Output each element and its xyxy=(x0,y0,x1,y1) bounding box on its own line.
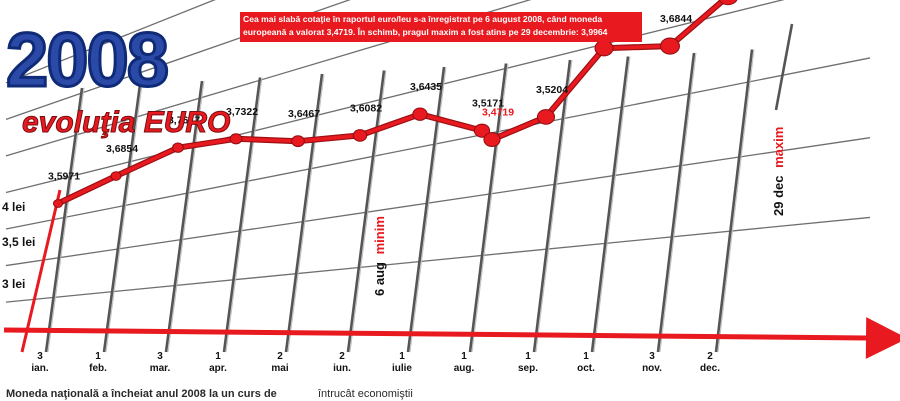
annotation-box: Cea mai slabă cotaţie în raportul euro/l… xyxy=(243,14,608,37)
grid-line-h xyxy=(5,0,216,84)
grid-post-highlight xyxy=(287,73,325,353)
data-point xyxy=(173,143,183,152)
x-tick-label: 3 mar. xyxy=(150,351,171,374)
footer-text-secondary: întrucât economiştii xyxy=(317,388,413,400)
data-point xyxy=(719,0,737,5)
grid-post-highlight xyxy=(409,66,447,353)
data-point xyxy=(230,134,242,144)
y-axis-line xyxy=(20,189,62,353)
grid-post xyxy=(164,80,204,353)
data-point xyxy=(537,110,555,124)
x-tick-label: 1 aug. xyxy=(454,351,475,374)
data-point xyxy=(661,38,679,54)
annotation-banner xyxy=(240,12,642,42)
data-point xyxy=(111,172,121,180)
grid-post xyxy=(346,70,386,353)
grid-post-highlight xyxy=(167,80,205,353)
data-label: 3,7617 xyxy=(168,115,200,127)
max-label: 29 dec maxim xyxy=(771,127,786,216)
y-tick-label: 4 lei xyxy=(2,200,25,214)
x-tick-label: 2 iun. xyxy=(333,351,351,374)
data-label: 3,5971 xyxy=(48,171,80,183)
grid-post-highlight xyxy=(717,49,755,353)
chart-subtitle: evoluţia EURO xyxy=(22,106,230,139)
grid-layer xyxy=(5,0,871,353)
data-point xyxy=(413,108,427,120)
axis-layer xyxy=(3,189,900,359)
grid-line-h xyxy=(5,216,871,303)
grid-post xyxy=(656,52,696,353)
annotation-text: Cea mai slabă cotaţie în raportul euro/l… xyxy=(243,14,608,37)
x-tick-label: 2 dec. xyxy=(700,351,720,374)
chart-title: 2008 xyxy=(6,18,167,103)
data-point xyxy=(292,136,304,147)
grid-post-highlight xyxy=(105,84,143,353)
label-layer: 4 lei 3,5 lei 3 lei 3 ian. 1 feb. 3 mar. 1 apr. 2 ma… xyxy=(2,13,720,374)
data-label: 3,7322 xyxy=(226,106,258,118)
grid-post-highlight xyxy=(593,56,631,353)
data-point xyxy=(595,40,613,56)
grid-line-h xyxy=(5,0,351,120)
grid-post-highlight xyxy=(535,59,573,353)
x-tick-label: 1 oct. xyxy=(577,351,595,374)
grid-post-highlight xyxy=(471,63,509,353)
grid-post xyxy=(714,49,754,353)
grid-post xyxy=(44,87,84,353)
grid-post xyxy=(468,63,508,353)
data-label: 3,6854 xyxy=(106,143,138,155)
grid-post xyxy=(532,59,572,353)
grid-post xyxy=(774,23,794,111)
min-label: 6 aug minim xyxy=(372,216,387,296)
grid-post xyxy=(222,77,262,353)
grid-post-highlight xyxy=(225,77,263,353)
grid-line-h xyxy=(5,0,785,194)
data-label: 3,5171 xyxy=(472,98,504,110)
grid-line-h xyxy=(5,57,871,230)
x-tick-label: 3 ian. xyxy=(31,351,48,374)
grid-post xyxy=(406,66,446,353)
x-tick-label: 1 apr. xyxy=(209,351,227,374)
grid-post xyxy=(284,73,324,353)
data-label: 3,6467 xyxy=(288,108,320,120)
data-label: 3,6844 xyxy=(660,13,692,25)
x-tick-label: 1 sep. xyxy=(518,351,538,374)
data-label: 3,6435 xyxy=(410,81,442,93)
y-tick-label: 3,5 lei xyxy=(2,235,35,249)
series-line xyxy=(57,0,727,206)
grid-post-highlight xyxy=(349,70,387,353)
grid-post xyxy=(102,84,142,353)
data-point xyxy=(54,200,62,207)
data-label: 3,4719 xyxy=(482,107,514,119)
x-tick-label: 1 iulie xyxy=(392,351,412,374)
data-label: 3,5204 xyxy=(536,84,568,96)
grid-post-highlight xyxy=(47,87,85,353)
series-layer xyxy=(53,0,738,208)
y-tick-label: 3 lei xyxy=(2,277,25,291)
grid-line-h xyxy=(5,137,871,267)
data-label: 3,6082 xyxy=(350,102,382,114)
grid-post xyxy=(590,56,630,353)
data-point xyxy=(474,124,490,137)
x-tick-label: 1 feb. xyxy=(89,351,107,374)
footer-text: Moneda naţională a încheiat anul 2008 la… xyxy=(6,388,277,400)
x-axis-arrow xyxy=(3,317,900,359)
x-tick-label: 3 nov. xyxy=(642,351,662,374)
x-tick-label: 2 mai xyxy=(271,351,288,374)
data-point xyxy=(353,130,367,141)
data-point xyxy=(484,133,500,147)
grid-post-highlight xyxy=(659,52,697,353)
